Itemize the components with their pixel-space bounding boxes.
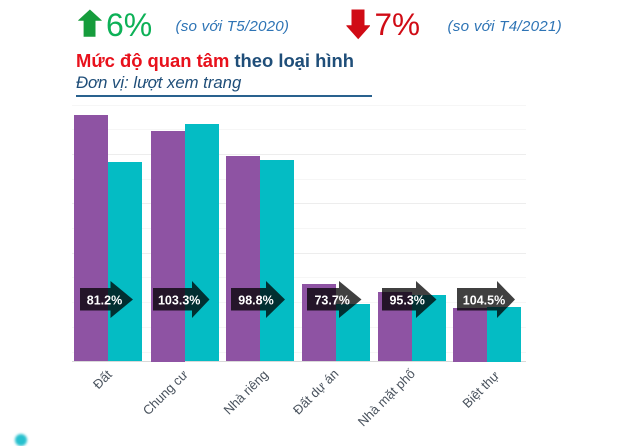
svg-text:81.2%: 81.2% [87,293,122,307]
svg-text:95.3%: 95.3% [389,293,424,307]
svg-text:98.8%: 98.8% [238,293,273,307]
svg-text:73.7%: 73.7% [314,293,349,307]
svg-text:104.5%: 104.5% [463,293,505,307]
svg-text:103.3%: 103.3% [158,293,200,307]
